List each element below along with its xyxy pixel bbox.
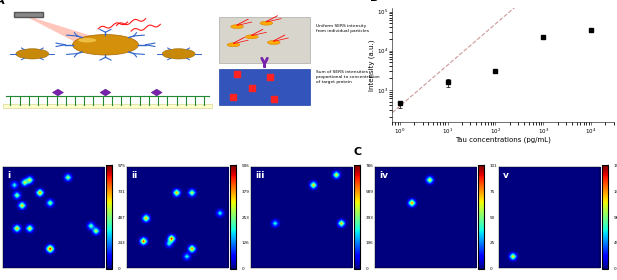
Ellipse shape bbox=[231, 25, 244, 29]
Text: i: i bbox=[7, 171, 10, 180]
Ellipse shape bbox=[227, 43, 240, 47]
Polygon shape bbox=[52, 89, 64, 96]
Ellipse shape bbox=[267, 41, 280, 45]
Ellipse shape bbox=[246, 35, 258, 39]
Polygon shape bbox=[22, 14, 94, 43]
Ellipse shape bbox=[16, 49, 49, 59]
Text: A: A bbox=[0, 0, 4, 6]
Polygon shape bbox=[151, 89, 162, 96]
Ellipse shape bbox=[73, 34, 138, 55]
Bar bbox=[3, 104, 212, 108]
Polygon shape bbox=[100, 89, 111, 96]
Text: ii: ii bbox=[131, 171, 138, 180]
Y-axis label: Intensity (a.u.): Intensity (a.u.) bbox=[369, 39, 375, 91]
Text: C: C bbox=[353, 147, 362, 157]
Text: v: v bbox=[503, 171, 509, 180]
Text: Uniform SERS intensity
from individual particles: Uniform SERS intensity from individual p… bbox=[316, 24, 369, 33]
Ellipse shape bbox=[78, 38, 96, 43]
Text: B: B bbox=[370, 0, 378, 3]
Ellipse shape bbox=[162, 49, 195, 59]
Bar bbox=[14, 12, 43, 17]
Bar bbox=[219, 17, 310, 63]
X-axis label: Tau concentrations (pg/mL): Tau concentrations (pg/mL) bbox=[455, 137, 551, 143]
Bar bbox=[219, 69, 310, 105]
Ellipse shape bbox=[260, 21, 273, 25]
Text: Sum of SERS intensities
proportional to concentration
of target protein: Sum of SERS intensities proportional to … bbox=[316, 70, 379, 83]
Text: iv: iv bbox=[379, 171, 388, 180]
Text: iii: iii bbox=[255, 171, 265, 180]
